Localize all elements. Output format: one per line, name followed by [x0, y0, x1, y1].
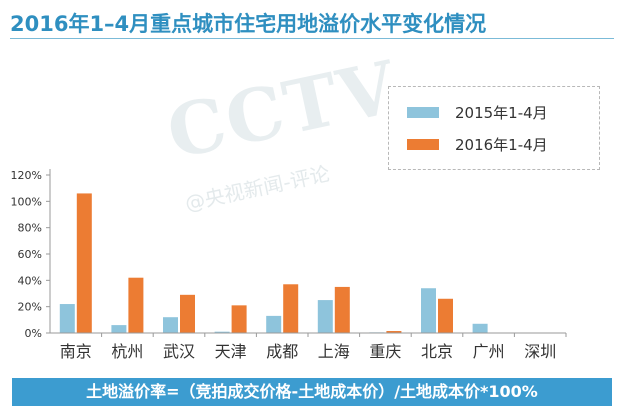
title-divider: [10, 38, 614, 39]
bar-2015-5: [317, 300, 333, 333]
x-tick-label: 重庆: [369, 342, 401, 361]
y-tick-label: 120%: [11, 169, 42, 182]
bar-2015-1: [111, 325, 127, 333]
bar-2015-0: [59, 304, 75, 333]
bar-2015-3: [214, 331, 230, 333]
y-tick-label: 40%: [18, 274, 42, 287]
y-tick-label: 60%: [18, 248, 42, 261]
y-tick-label: 80%: [18, 222, 42, 235]
bar-2015-7: [421, 288, 436, 333]
legend-item-2015: 2015年1-4月: [407, 103, 548, 122]
y-tick-label: 20%: [18, 301, 42, 314]
y-tick-label: 0%: [25, 327, 42, 340]
legend-label-2015: 2015年1-4月: [455, 103, 548, 122]
x-tick-label: 广州: [473, 342, 505, 361]
x-axis: 南京 杭州 武汉 天津 成都 上海 重庆 北京 广州 深圳: [50, 332, 567, 361]
bar-2016-5: [334, 286, 350, 333]
chart-legend: 2015年1-4月 2016年1-4月: [388, 86, 600, 170]
x-tick-label: 深圳: [524, 342, 556, 361]
bar-2016-1: [128, 277, 144, 333]
bar-2016-3: [231, 305, 247, 333]
bar-2016-6: [386, 331, 402, 333]
x-tick-label: 天津: [215, 342, 247, 361]
y-axis: 0% 20% 40% 60% 80% 100% 120%: [11, 169, 51, 340]
bar-2015-8: [472, 323, 488, 333]
bar-2015-4: [266, 315, 282, 333]
x-tick-label: 成都: [266, 342, 298, 361]
legend-label-2016: 2016年1-4月: [455, 135, 548, 154]
formula-banner: 土地溢价率=（竞拍成交价格-土地成本价）/土地成本价*100%: [12, 378, 612, 406]
bar-2016-2: [180, 294, 195, 333]
legend-swatch-2016: [407, 138, 439, 150]
legend-item-2016: 2016年1-4月: [407, 135, 548, 154]
bar-2016-7: [438, 298, 453, 333]
bar-2016-0: [76, 193, 92, 333]
bar-2015-2: [163, 317, 178, 333]
x-tick-label: 北京: [421, 342, 453, 361]
x-tick-label: 武汉: [163, 342, 195, 361]
y-tick-label: 100%: [11, 195, 42, 208]
legend-swatch-2015: [407, 106, 439, 118]
x-tick-label: 南京: [60, 342, 92, 361]
bars: [59, 193, 488, 333]
chart-title: 2016年1–4月重点城市住宅用地溢价水平变化情况: [10, 12, 487, 36]
x-tick-label: 上海: [318, 342, 350, 361]
x-tick-label: 杭州: [111, 342, 143, 361]
bar-2016-4: [283, 284, 299, 333]
